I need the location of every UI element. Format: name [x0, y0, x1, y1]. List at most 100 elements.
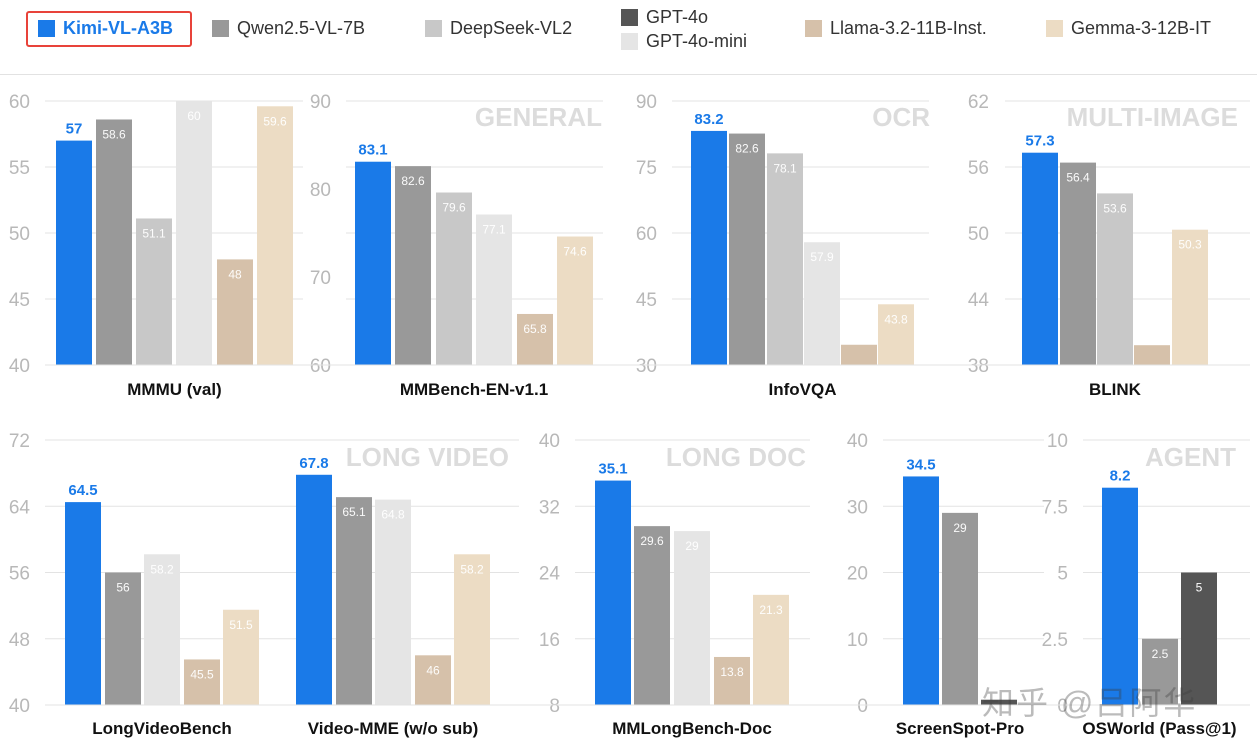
- data-label: 5: [1196, 581, 1203, 595]
- y-tick-label: 5: [1057, 564, 1068, 585]
- legend-label: DeepSeek-VL2: [450, 18, 573, 38]
- bar: [981, 699, 1017, 705]
- bar: [436, 192, 472, 365]
- data-label: 57.3: [1025, 133, 1054, 150]
- y-tick-label: 2.5: [1042, 630, 1068, 651]
- data-label: 29: [953, 521, 967, 535]
- data-label: 45.5: [190, 667, 214, 681]
- data-label: 83.1: [358, 142, 387, 159]
- y-tick-label: 30: [636, 356, 657, 377]
- bar: [767, 153, 803, 365]
- data-label: 29: [685, 539, 699, 553]
- bar: [1142, 638, 1178, 705]
- y-tick-label: 44: [968, 290, 990, 311]
- section-header: GENERAL: [475, 102, 602, 132]
- y-tick-label: 40: [9, 356, 30, 377]
- data-label: 67.8: [299, 455, 328, 472]
- bar: [903, 476, 939, 705]
- bar: [878, 304, 914, 365]
- legend: Kimi-VL-A3B Qwen2.5-VL-7B DeepSeek-VL2 G…: [0, 0, 1257, 60]
- benchmark-title: Video-MME (w/o sub): [308, 719, 479, 738]
- y-tick-label: 60: [636, 224, 657, 245]
- y-tick-label: 45: [636, 290, 657, 311]
- data-label: 34.5: [906, 456, 935, 473]
- data-label: 53.6: [1103, 201, 1127, 215]
- data-label: 56: [116, 581, 130, 595]
- bar: [454, 554, 490, 705]
- y-tick-label: 7.5: [1042, 497, 1068, 518]
- data-label: 39.8: [1140, 330, 1164, 344]
- section-header: MULTI-IMAGE: [1067, 102, 1238, 132]
- data-label: 43.8: [884, 312, 908, 326]
- data-label: 13.8: [720, 665, 744, 679]
- chart-panel: 8 16 24 32 40 35.1 29.6 29 13.8 21.3 MMLongBench-D…: [539, 431, 789, 738]
- y-tick-label: 90: [636, 92, 657, 113]
- bar: [1097, 193, 1133, 365]
- data-label: 58.2: [460, 562, 484, 576]
- chart-panel: 38 44 50 56 62 57.3 56.4 53.6 39.8 50.3 BLINK: [968, 92, 1208, 399]
- legend-item-gpt4o-mini: GPT-4o-mini: [621, 31, 747, 52]
- data-label: 77.1: [482, 223, 506, 237]
- data-label: 2.5: [1152, 647, 1169, 661]
- bar: [375, 499, 411, 705]
- bar: [634, 526, 670, 705]
- legend-label: Gemma-3-12B-IT: [1071, 18, 1212, 38]
- benchmark-title: BLINK: [1089, 380, 1142, 399]
- benchmark-title: MMMU (val): [127, 380, 221, 399]
- legend-swatch-deepseek: [425, 20, 442, 37]
- legend-swatch-gpt4o-mini: [621, 33, 638, 50]
- data-label: 56.4: [1066, 171, 1090, 185]
- bar: [144, 554, 180, 705]
- data-label: 0.8: [991, 685, 1008, 699]
- y-tick-label: 16: [539, 630, 560, 651]
- legend-swatch-kimi: [38, 20, 55, 37]
- data-label: 74.6: [563, 245, 587, 259]
- y-tick-label: 55: [9, 158, 30, 179]
- data-label: 59.6: [263, 114, 287, 128]
- bar: [714, 656, 750, 705]
- data-label: 83.2: [694, 111, 723, 128]
- benchmark-title: MMBench-EN-v1.1: [400, 380, 548, 399]
- benchmark-title: ScreenSpot-Pro: [896, 719, 1024, 738]
- bar: [595, 480, 631, 705]
- y-tick-label: 56: [9, 564, 30, 585]
- bar: [1022, 152, 1058, 365]
- data-label: 64.5: [68, 482, 97, 499]
- y-tick-label: 48: [9, 630, 30, 651]
- legend-item-qwen: Qwen2.5-VL-7B: [212, 18, 365, 39]
- bar: [1181, 572, 1217, 705]
- bar: [804, 242, 840, 365]
- legend-label: Kimi-VL-A3B: [63, 18, 174, 38]
- bar: [753, 594, 789, 705]
- data-label: 79.6: [442, 201, 466, 215]
- data-label: 29.6: [640, 534, 664, 548]
- data-label: 58.6: [102, 127, 126, 141]
- chart-panel: 67.8 65.1 64.8 46 58.2 Video-MME (w/o sub): [296, 455, 490, 738]
- bar: [1134, 345, 1170, 365]
- bar: [105, 572, 141, 705]
- data-label: 57.9: [810, 250, 834, 264]
- bar: [56, 140, 92, 365]
- data-label: 51.1: [142, 226, 166, 240]
- bar: [65, 502, 101, 705]
- bar: [355, 161, 391, 365]
- y-tick-label: 60: [310, 356, 331, 377]
- bar: [841, 344, 877, 365]
- data-label: 65.1: [342, 505, 366, 519]
- legend-item-llama: Llama-3.2-11B-Inst.: [805, 18, 987, 39]
- y-tick-label: 80: [310, 180, 331, 201]
- y-tick-label: 75: [636, 158, 657, 179]
- y-tick-label: 38: [968, 356, 989, 377]
- chart-panel: 60 70 80 90 83.1 82.6 79.6 77.1 65.8 74.6 MMBench-…: [310, 92, 593, 399]
- data-label: 21.3: [759, 603, 783, 617]
- y-tick-label: 0: [1057, 696, 1068, 717]
- legend-item-gemma: Gemma-3-12B-IT: [1046, 18, 1211, 39]
- benchmark-title: InfoVQA: [769, 380, 837, 399]
- section-header: LONG DOC: [666, 442, 806, 472]
- legend-item-gpt4o: GPT-4o: [621, 7, 708, 28]
- y-tick-label: 45: [9, 290, 30, 311]
- data-label: 82.6: [735, 142, 759, 156]
- section-header: LONG VIDEO: [346, 442, 509, 472]
- bar: [257, 106, 293, 365]
